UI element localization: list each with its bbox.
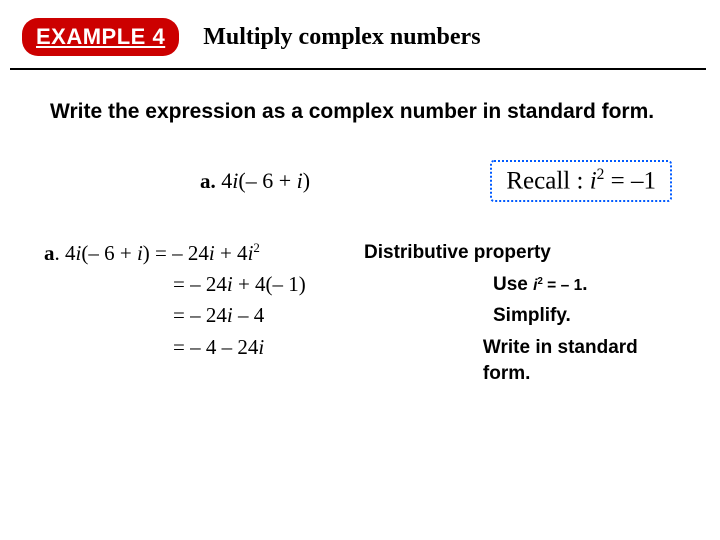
expr-close: ) — [303, 168, 310, 193]
s1c: + 4(– 1) — [233, 272, 306, 296]
recall-eq: = –1 — [604, 168, 656, 195]
step-1-right: Distributive property — [364, 240, 551, 266]
step-1: a. 4i(– 6 + i) = – 24i + 4i2 Distributiv… — [44, 240, 684, 266]
recall-var: i — [590, 168, 597, 195]
step-2-right: Use i2 = – 1. — [493, 272, 588, 298]
s1rt: = – 1 — [543, 277, 582, 294]
expr-paren: (– 6 + — [238, 168, 296, 193]
step-1-left: a. 4i(– 6 + i) = – 24i + 4i2 — [44, 240, 364, 266]
step-prefix: a — [44, 241, 55, 265]
recall-box: Recall : i2 = –1 — [490, 160, 672, 201]
step-4: = – 4 – 24i Write in standard form. — [44, 335, 684, 386]
step-dot: . — [55, 241, 66, 265]
s2a: = – 24 — [173, 303, 227, 327]
s0e: ) = – 24 — [143, 241, 209, 265]
s0c: (– 6 + — [81, 241, 137, 265]
header: EXAMPLE 4 Multiply complex numbers — [10, 0, 706, 70]
header-title: Multiply complex numbers — [203, 24, 480, 51]
recall-prefix: Recall : — [506, 168, 589, 195]
problem-row: a. 4i(– 6 + i) Recall : i2 = –1 — [0, 144, 720, 231]
s0a: 4 — [65, 241, 76, 265]
s0i: 2 — [253, 240, 260, 255]
step-3-right: Simplify. — [493, 303, 571, 329]
step-2-left: = – 24i + 4(– 1) — [44, 272, 493, 297]
s0g: + 4 — [215, 241, 248, 265]
step-4-left: = – 4 – 24i — [44, 335, 483, 360]
step-2: = – 24i + 4(– 1) Use i2 = – 1. — [44, 272, 684, 298]
s1a: = – 24 — [173, 272, 227, 296]
step-3-left: = – 24i – 4 — [44, 303, 493, 328]
step-4-right: Write in standard form. — [483, 335, 684, 386]
work-area: a. 4i(– 6 + i) = – 24i + 4i2 Distributiv… — [0, 232, 720, 387]
step-3: = – 24i – 4 Simplify. — [44, 303, 684, 329]
expr-lead: 4 — [221, 168, 232, 193]
s3a: = – 4 – 24 — [173, 335, 258, 359]
example-badge: EXAMPLE 4 — [22, 18, 179, 56]
instruction-text: Write the expression as a complex number… — [0, 70, 720, 144]
s2c: – 4 — [233, 303, 265, 327]
s1rd: . — [582, 274, 587, 295]
s3b: i — [258, 335, 264, 359]
problem-a: a. 4i(– 6 + i) — [200, 168, 310, 194]
problem-label: a. — [200, 169, 216, 193]
s1r1: Use — [493, 274, 533, 295]
